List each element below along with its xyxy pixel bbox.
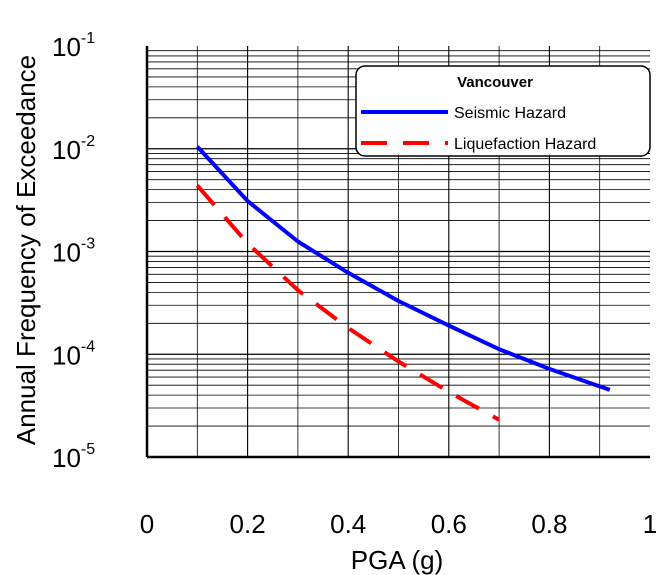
- y-tick-label: 10-5: [52, 441, 95, 473]
- legend-title: Vancouver: [457, 74, 533, 91]
- x-tick-label: 0.8: [531, 509, 567, 539]
- x-tick-label: 0.2: [230, 509, 266, 539]
- series-line-seismic-hazard: [195, 145, 611, 392]
- legend-label-seismic-hazard: Seismic Hazard: [454, 105, 566, 122]
- x-tick-label: 1: [643, 509, 657, 539]
- legend: Vancouver Seismic Hazard Liquefaction Ha…: [355, 65, 651, 157]
- x-tick-label: 0.6: [431, 509, 467, 539]
- legend-label-liquefaction-hazard: Liquefaction Hazard: [454, 136, 596, 153]
- y-tick-label: 10-4: [52, 338, 95, 370]
- x-tick-label: 0: [140, 509, 154, 539]
- axes: [145, 46, 650, 459]
- y-tick-label: 10-3: [52, 236, 95, 268]
- x-tick-labels: 0 0.2 0.4 0.6 0.8 1: [140, 509, 657, 539]
- x-axis-title: PGA (g): [351, 545, 443, 575]
- y-tick-label: 10-2: [52, 133, 95, 165]
- y-tick-label: 10-1: [52, 30, 95, 62]
- x-tick-label: 0.4: [330, 509, 366, 539]
- series-group: [195, 145, 611, 422]
- y-axis-title: Annual Frequency of Exceedance: [11, 55, 41, 445]
- y-tick-labels: 10-5 10-4 10-3 10-2 10-1: [52, 30, 95, 473]
- legend-box: [355, 65, 651, 157]
